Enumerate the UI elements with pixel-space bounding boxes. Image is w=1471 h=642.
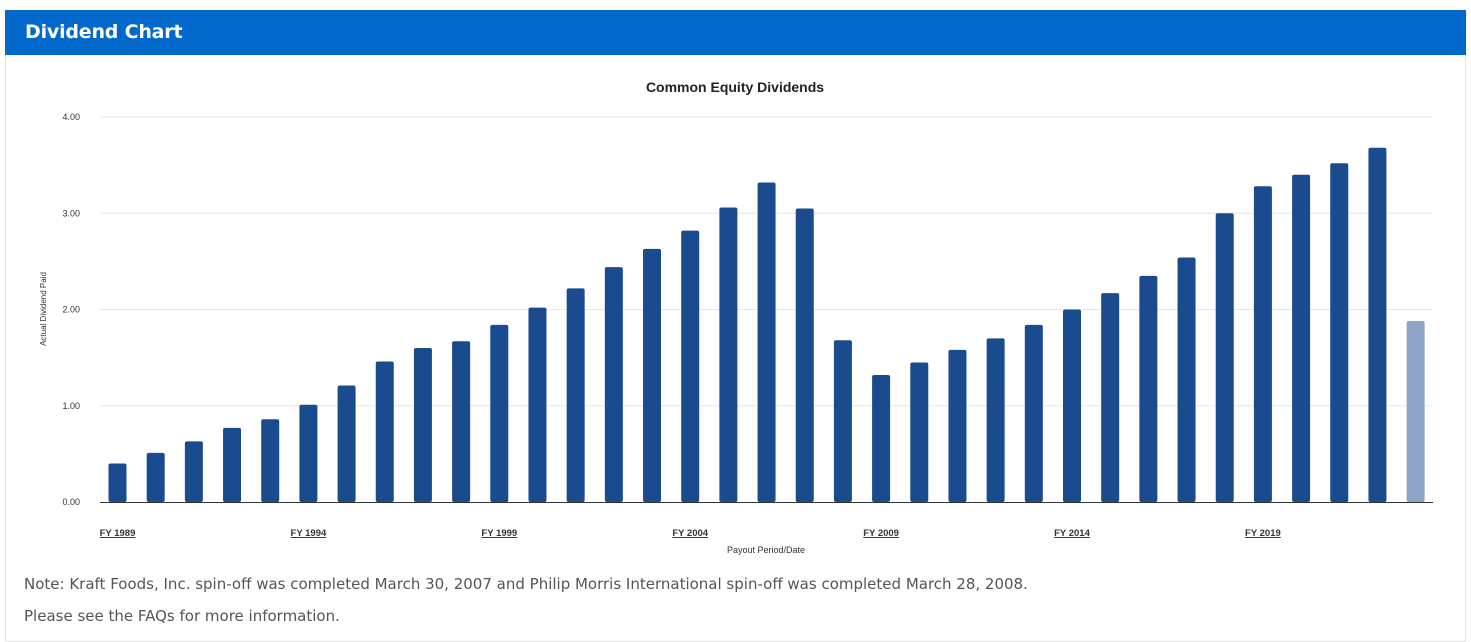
- bar-fy-2022: [1368, 147, 1387, 503]
- y-axis-label: Actual Dividend Paid: [39, 272, 48, 346]
- x-tick-label[interactable]: FY 1989: [100, 528, 136, 539]
- bar-fy-1989: [108, 463, 127, 502]
- bar-fy-2013: [1024, 324, 1043, 502]
- bar-fy-2006: [757, 182, 776, 502]
- bar-fy-2021: [1330, 163, 1349, 502]
- bar-fy-2011: [948, 349, 967, 502]
- bar-fy-2000: [528, 307, 547, 502]
- bar-fy-2010: [910, 362, 929, 502]
- bar-fy-2007: [795, 208, 814, 502]
- spin-off-note: Note: Kraft Foods, Inc. spin-off was com…: [24, 575, 1028, 593]
- x-axis-ticks: FY 1989 FY 1994 FY 1999 FY 2004 FY 2009 FY 20…: [100, 528, 1281, 539]
- bar-fy-2005: [719, 207, 738, 502]
- bars: [108, 147, 1425, 503]
- bar-fy-2015: [1101, 293, 1120, 502]
- x-tick-label[interactable]: FY 2019: [1245, 528, 1281, 539]
- faq-note-prefix: Please see the: [24, 607, 138, 625]
- x-tick-label[interactable]: FY 1999: [481, 528, 517, 539]
- chart-title: Common Equity Dividends: [646, 79, 824, 95]
- x-tick-label[interactable]: FY 2014: [1054, 528, 1090, 539]
- y-tick-label: 2.00: [62, 305, 80, 315]
- y-tick-label: 4.00: [62, 112, 80, 122]
- bar-fy-1994: [299, 404, 318, 502]
- bar-fy-2001: [566, 288, 585, 502]
- bar-fy-2009: [872, 374, 891, 502]
- card-title: Dividend Chart: [25, 21, 183, 43]
- y-tick-label: 3.00: [62, 208, 80, 218]
- x-tick-label[interactable]: FY 2004: [672, 528, 708, 539]
- bar-fy-2008: [833, 340, 852, 502]
- bar-fy-2023: [1406, 321, 1425, 502]
- x-tick-label[interactable]: FY 2009: [863, 528, 899, 539]
- y-axis-ticks: 0.00 1.00 2.00 3.00 4.00: [62, 112, 80, 507]
- bar-fy-1999: [490, 324, 509, 502]
- bar-fy-1995: [337, 385, 356, 502]
- x-tick-label[interactable]: FY 1994: [291, 528, 327, 539]
- bar-fy-2003: [643, 248, 662, 502]
- bar-fy-1997: [413, 348, 432, 502]
- bar-fy-2016: [1139, 275, 1158, 502]
- bar-fy-2018: [1215, 213, 1234, 502]
- bar-fy-2020: [1292, 174, 1311, 502]
- bar-fy-2014: [1063, 309, 1081, 502]
- faq-link[interactable]: FAQs: [137, 607, 175, 625]
- bar-fy-1998: [452, 341, 471, 502]
- bar-fy-2012: [986, 338, 1005, 502]
- bar-fy-2017: [1177, 257, 1196, 502]
- bar-fy-1990: [146, 452, 165, 502]
- faq-note-suffix: for more information.: [174, 607, 340, 625]
- bar-fy-1996: [375, 361, 394, 502]
- bar-fy-1991: [184, 441, 203, 502]
- bar-fy-2004: [681, 230, 700, 502]
- bar-fy-1992: [223, 427, 242, 502]
- y-tick-label: 0.00: [62, 497, 80, 507]
- y-tick-label: 1.00: [62, 401, 80, 411]
- card-header: Dividend Chart: [5, 10, 1466, 55]
- bar-fy-2002: [604, 267, 623, 502]
- x-axis-label: Payout Period/Date: [727, 545, 805, 555]
- bar-fy-2019: [1253, 186, 1272, 503]
- bar-fy-1993: [261, 419, 280, 502]
- faq-note: Please see the FAQs for more information…: [24, 607, 340, 625]
